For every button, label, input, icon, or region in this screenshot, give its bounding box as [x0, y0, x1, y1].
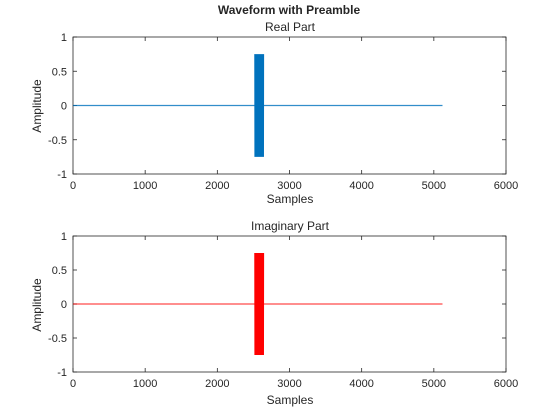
subplot-title: Imaginary Part [251, 219, 330, 233]
subplot-title: Real Part [265, 20, 316, 34]
x-tick-label: 3000 [277, 378, 301, 390]
y-tick-label: 0 [61, 101, 67, 113]
y-tick-label: -1 [57, 169, 67, 181]
x-tick-label: 4000 [349, 378, 373, 390]
figure-suptitle: Waveform with Preamble [218, 3, 361, 17]
x-tick-label: 4000 [349, 180, 373, 192]
x-tick-label: 0 [70, 378, 76, 390]
x-axis-label: Samples [267, 192, 314, 206]
series-burst [254, 252, 265, 356]
x-axis-label: Samples [267, 393, 314, 407]
x-tick-label: 1000 [133, 180, 157, 192]
x-tick-label: 6000 [494, 180, 518, 192]
x-tick-label: 5000 [422, 378, 446, 390]
x-tick-label: 6000 [494, 378, 518, 390]
x-tick-label: 0 [70, 180, 76, 192]
y-tick-label: 0.5 [52, 265, 67, 277]
y-axis-label: Amplitude [30, 79, 44, 133]
x-tick-label: 2000 [205, 180, 229, 192]
y-tick-label: 0.5 [52, 66, 67, 78]
x-tick-label: 5000 [422, 180, 446, 192]
y-tick-label: 1 [61, 32, 67, 44]
y-tick-label: 0 [61, 299, 67, 311]
x-tick-label: 1000 [133, 378, 157, 390]
y-tick-label: 1 [61, 231, 67, 243]
series-burst-envelope [255, 256, 263, 352]
series-burst [254, 54, 265, 157]
y-axis-label: Amplitude [30, 278, 44, 332]
subplot-imaginary: Imaginary Part Samples Amplitude 0 1000 20… [30, 219, 518, 407]
series-burst-envelope [255, 57, 263, 154]
y-tick-label: -1 [57, 367, 67, 379]
x-tick-label: 2000 [205, 378, 229, 390]
y-tick-label: -0.5 [48, 333, 67, 345]
subplot-real: Real Part Samples Amplitude 0 1000 2000 300… [30, 20, 518, 206]
x-tick-label: 3000 [277, 180, 301, 192]
y-tick-label: -0.5 [48, 135, 67, 147]
